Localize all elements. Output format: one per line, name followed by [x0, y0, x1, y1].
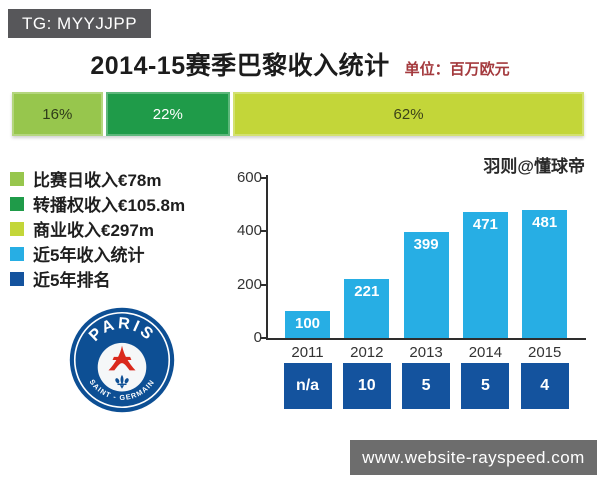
legend-swatch-icon: [10, 271, 24, 286]
header: 2014-15赛季巴黎收入统计 单位：百万欧元: [0, 46, 600, 82]
x-tick-label-2014: 2014: [468, 344, 503, 361]
revenue-bar-2011: [285, 311, 330, 338]
watermark-badge: www.website-rayspeed.com: [350, 440, 597, 475]
y-tick-mark: [260, 337, 266, 339]
x-axis: [266, 338, 586, 340]
rank-box-2011: n/a: [283, 363, 332, 409]
bar-value-2011: 100: [294, 315, 321, 333]
legend-item-3: 近5年收入统计: [10, 241, 185, 266]
rank-box-2014: 5: [461, 363, 510, 409]
y-tick-label-0: 0: [253, 329, 262, 346]
bar-value-2015: 481: [532, 213, 558, 231]
legend-swatch-icon: [10, 246, 24, 261]
page-title: 2014-15赛季巴黎收入统计: [90, 52, 390, 80]
y-tick-mark: [260, 283, 266, 286]
y-axis: [266, 175, 268, 340]
y-tick-label-600: 600: [236, 169, 262, 186]
rank-box-2012: 10: [342, 363, 391, 409]
legend-swatch-icon: [10, 196, 24, 211]
legend-item-0: 比赛日收入€78m: [10, 166, 185, 191]
fleur-de-lis-icon: [115, 374, 129, 389]
revenue-bar-2014: [462, 212, 508, 338]
y-tick-mark: [260, 230, 266, 233]
rank-box-2015: 4: [520, 363, 569, 409]
legend-item-2: 商业收入€297m: [10, 216, 185, 241]
psg-crest-logo: PARIS SAINT - GERMAIN: [69, 307, 175, 413]
logo-center-disc: [97, 342, 147, 392]
legend-item-1: 转播权收入€105.8m: [10, 191, 185, 216]
bar-value-2013: 399: [413, 235, 439, 253]
x-tick-label-2013: 2013: [409, 344, 443, 361]
x-tick-label-2011: 2011: [291, 344, 324, 361]
y-tick-label-200: 200: [236, 275, 262, 293]
legend-item-4: 近5年排名: [10, 266, 185, 291]
y-tick-label-400: 400: [236, 222, 262, 240]
composition-segment-0: 16%: [12, 92, 103, 136]
x-tick-label-2012: 2012: [350, 344, 384, 361]
eiffel-tower-platform: [112, 356, 132, 360]
legend-swatch-icon: [10, 171, 24, 186]
bar-value-2014: 471: [472, 216, 498, 234]
revenue-bar-chart: 0 200 400 600 100 2011 n/a 221 2012 10 399 2013 5 471…: [237, 169, 598, 412]
legend: 比赛日收入€78m 转播权收入€105.8m 商业收入€297m 近5年收入统计 近5年…: [10, 166, 185, 291]
composition-segment-2: 62%: [233, 92, 584, 136]
y-tick-mark: [260, 177, 266, 179]
legend-swatch-icon: [10, 221, 24, 236]
revenue-composition-bar: 16% 22% 62%: [12, 92, 584, 136]
revenue-bar-2013: [403, 231, 449, 338]
legend-label: 比赛日收入€78m: [33, 171, 162, 190]
revenue-bar-2015: [522, 209, 568, 338]
legend-label: 近5年收入统计: [33, 246, 145, 265]
author-credit: 羽则@懂球帝: [483, 157, 585, 176]
x-tick-label-2015: 2015: [528, 344, 562, 361]
revenue-bar-2012: [344, 279, 390, 338]
tg-badge: TG: MYYJJPP: [8, 9, 152, 38]
unit-label: 单位：百万欧元: [404, 61, 510, 78]
bar-value-2012: 221: [354, 283, 380, 301]
legend-label: 商业收入€297m: [33, 221, 154, 240]
logo-inner-ring: [73, 311, 171, 409]
rank-box-2013: 5: [402, 363, 451, 409]
legend-label: 转播权收入€105.8m: [33, 196, 186, 215]
composition-segment-1: 22%: [105, 92, 231, 136]
legend-label: 近5年排名: [33, 271, 111, 290]
